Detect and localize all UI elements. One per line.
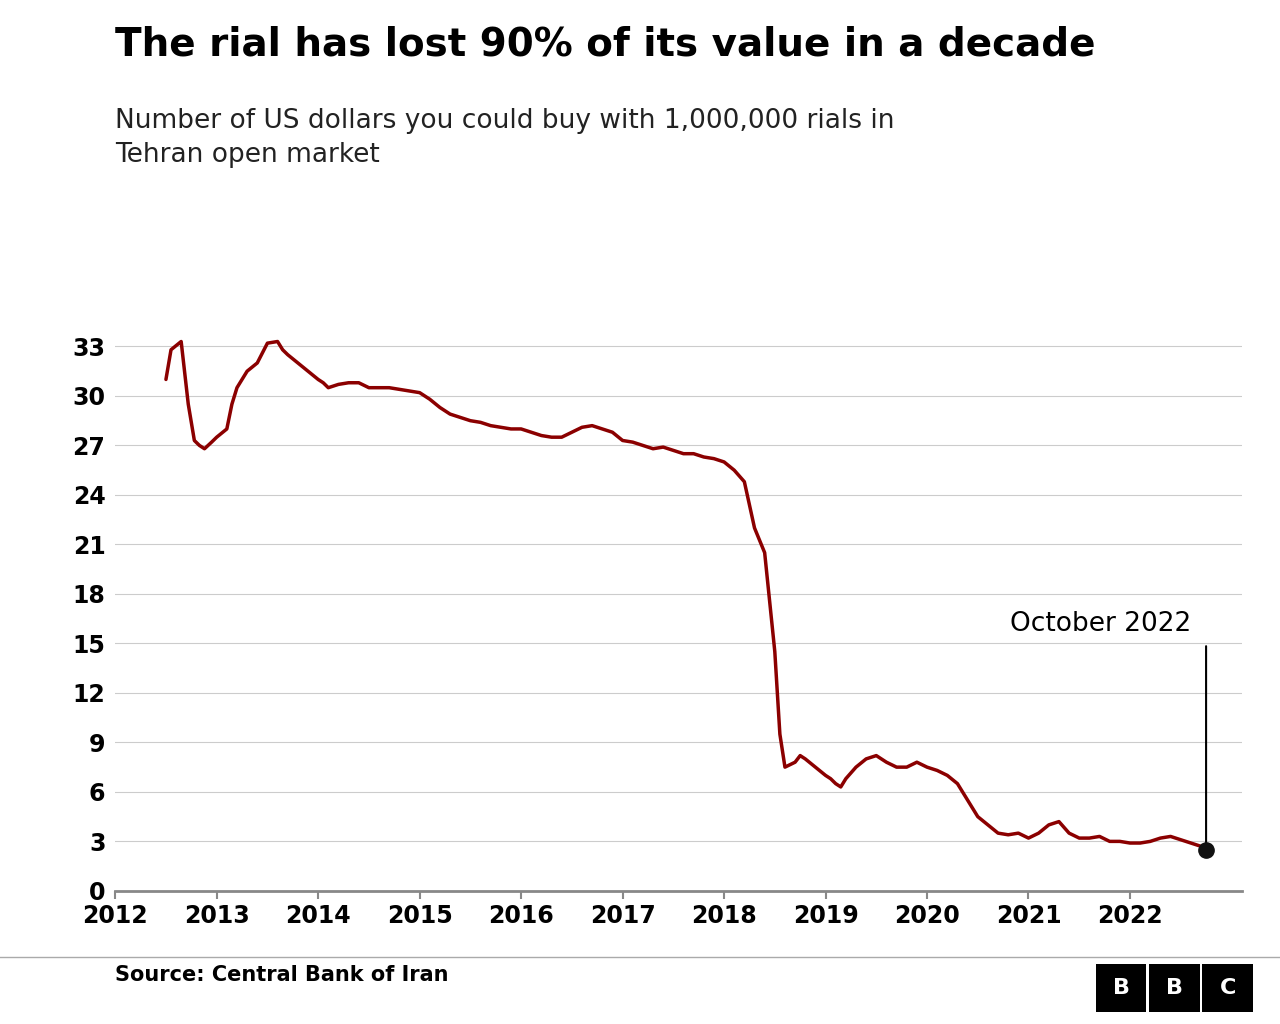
Text: B: B	[1166, 978, 1183, 998]
Bar	[1202, 964, 1253, 1013]
Text: Source: Central Bank of Iran: Source: Central Bank of Iran	[115, 965, 449, 985]
Text: October 2022: October 2022	[1010, 610, 1190, 637]
Text: C: C	[1220, 978, 1236, 998]
Text: Number of US dollars you could buy with 1,000,000 rials in
Tehran open market: Number of US dollars you could buy with …	[115, 108, 895, 168]
Bar	[1096, 964, 1147, 1013]
Text: B: B	[1112, 978, 1129, 998]
Bar	[1149, 964, 1199, 1013]
Text: The rial has lost 90% of its value in a decade: The rial has lost 90% of its value in a …	[115, 26, 1096, 63]
